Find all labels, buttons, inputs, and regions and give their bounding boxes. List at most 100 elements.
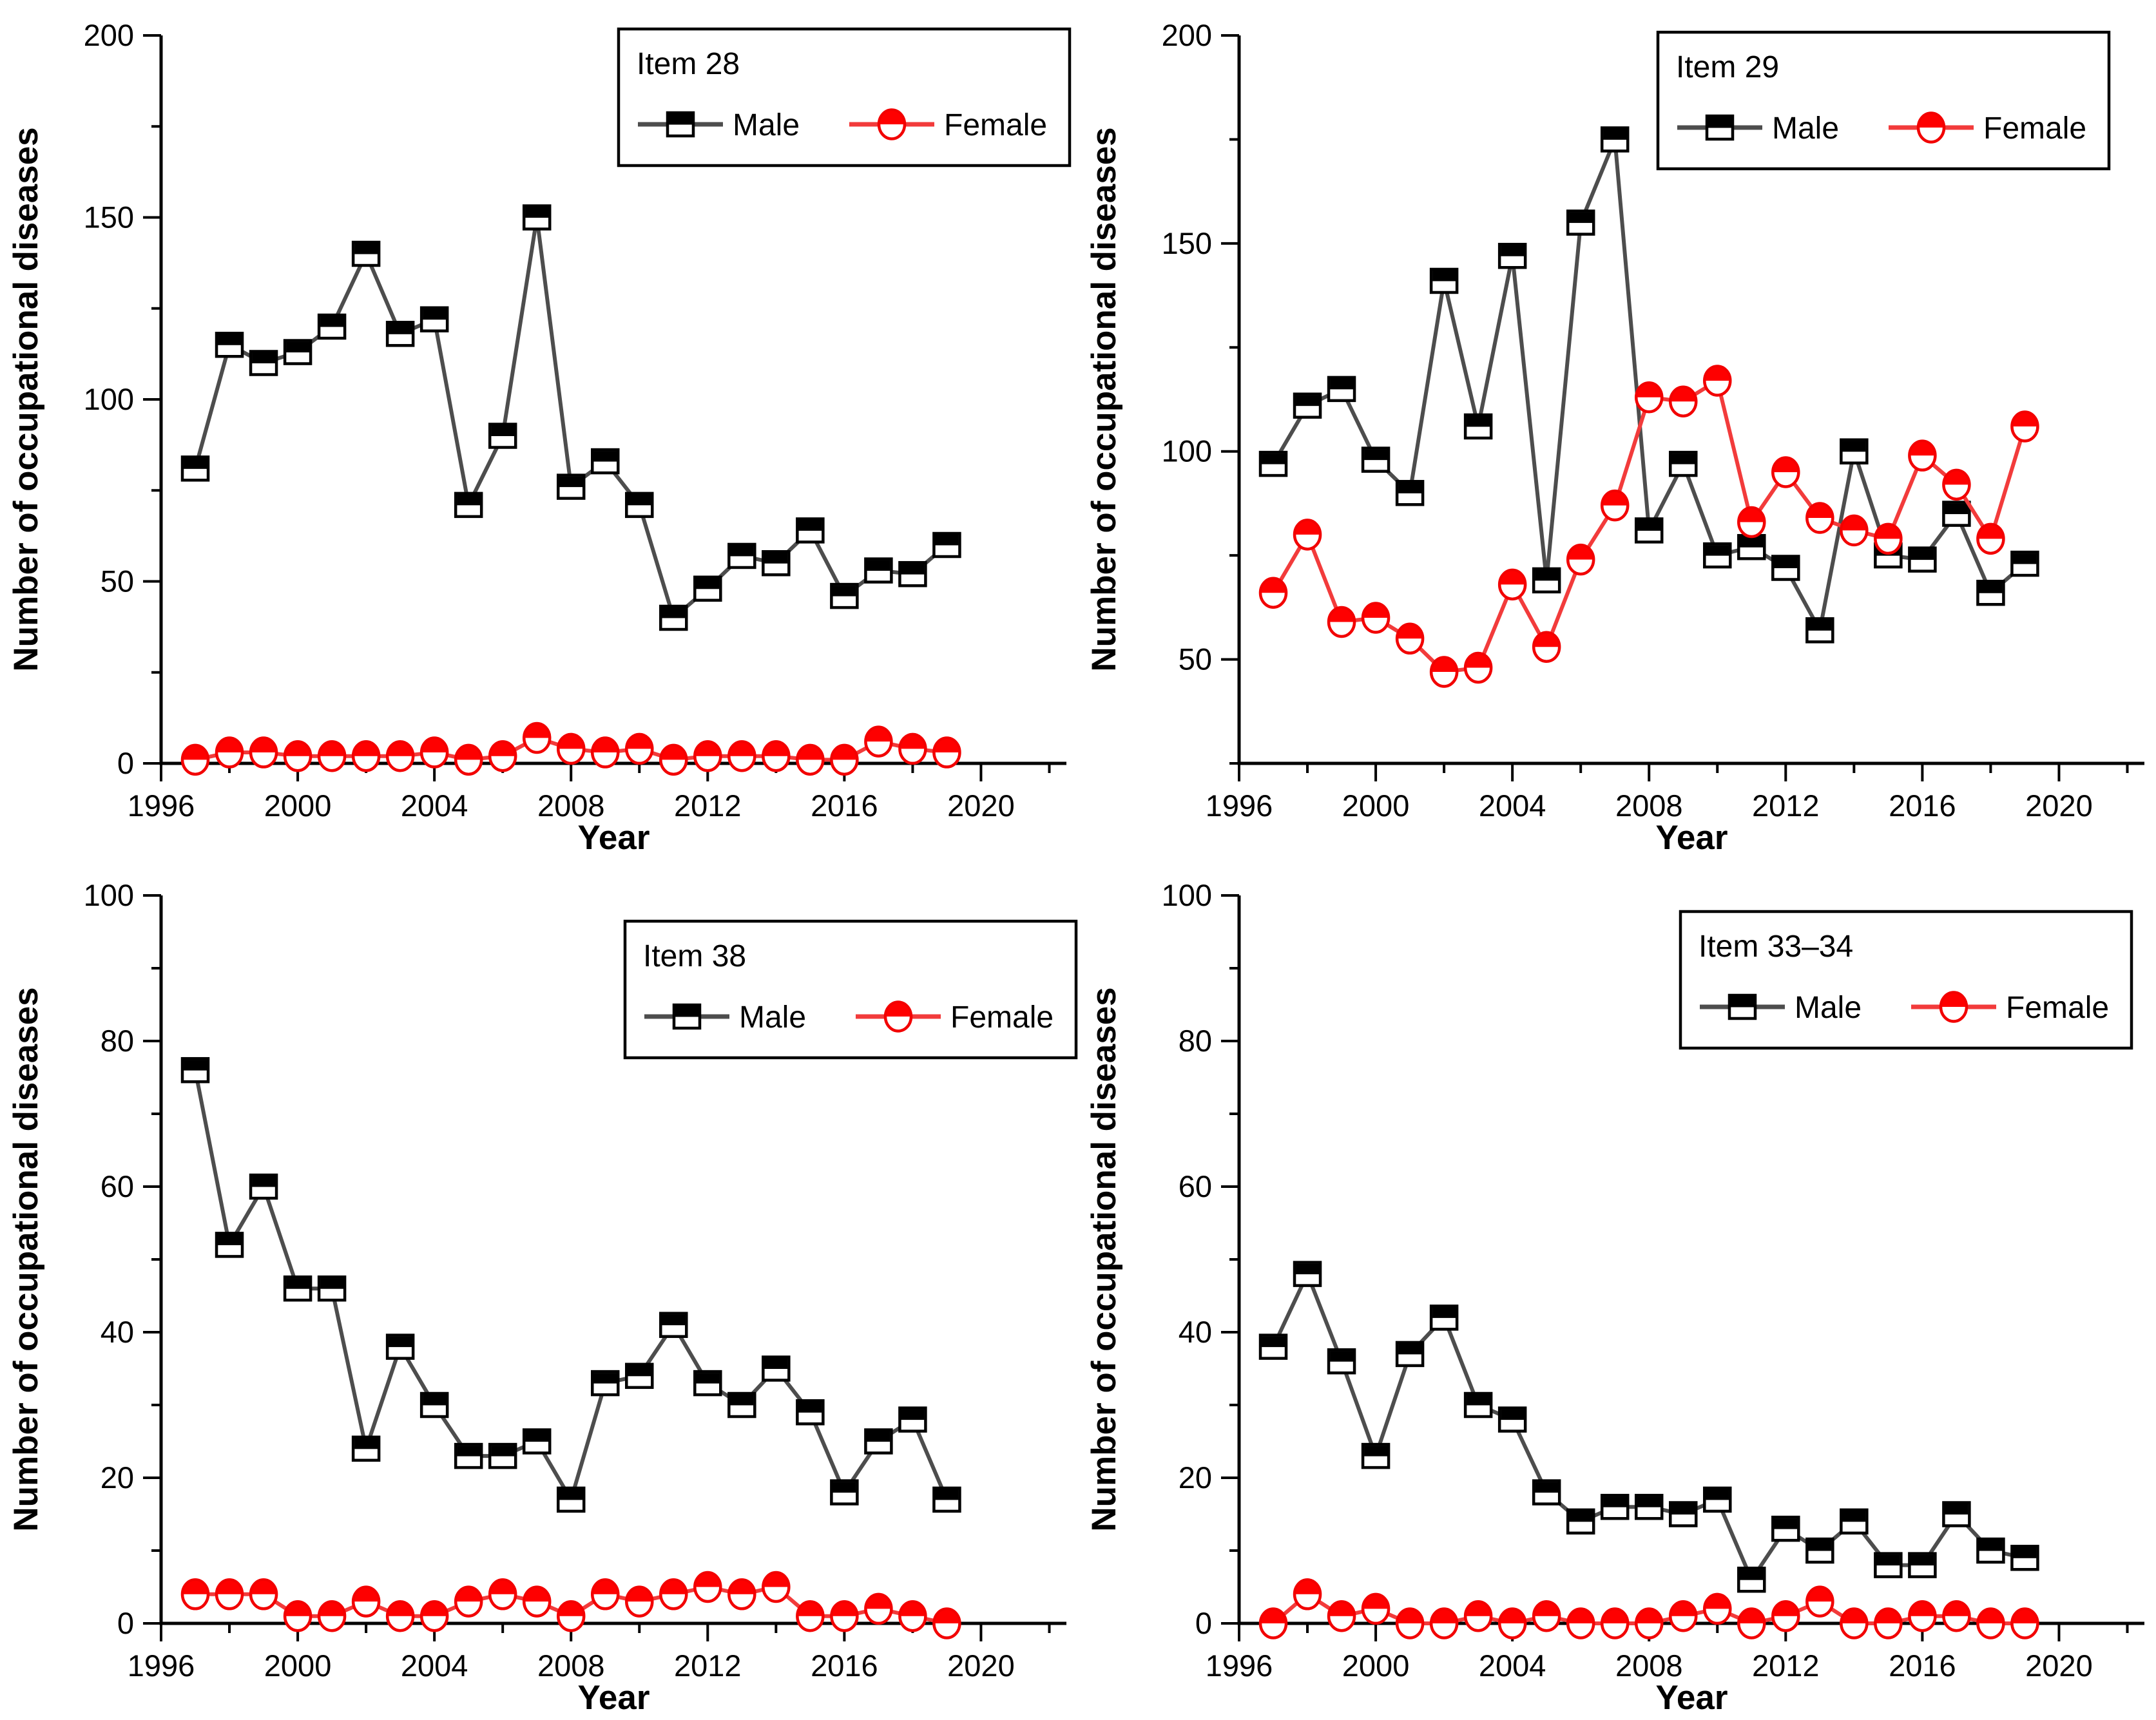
y-tick-label: 20	[101, 1460, 134, 1495]
female-marker-fill	[880, 111, 904, 124]
y-tick-label: 80	[101, 1024, 134, 1058]
x-tick-label: 2000	[1342, 1648, 1410, 1683]
female-marker-fill	[832, 1602, 856, 1616]
male-marker-fill	[184, 1060, 207, 1071]
chart-item-38: 0 20 40 60 80 100 1996 2000 2004 2008 2012 2016 2020…	[7, 878, 1078, 1717]
male-marker-fill	[696, 1373, 720, 1384]
y-tick-label: 100	[84, 382, 134, 416]
male-marker-fill	[1637, 520, 1661, 531]
y-tick-label: 200	[1162, 18, 1212, 52]
female-marker-fill	[1603, 1610, 1627, 1623]
male-marker-fill	[1467, 1395, 1490, 1406]
male-marker-fill	[593, 451, 617, 462]
male-marker-fill	[1262, 1336, 1285, 1348]
male-marker-fill	[218, 1234, 242, 1245]
male-marker-fill	[1364, 449, 1388, 461]
male-marker-fill	[184, 458, 207, 469]
series-female	[1258, 365, 2039, 688]
male-marker-fill	[1501, 245, 1525, 256]
male-marker-fill	[798, 520, 822, 531]
male-marker-fill	[798, 1402, 822, 1413]
female-marker-fill	[1978, 525, 2003, 539]
female-marker-fill	[456, 1588, 481, 1602]
legend-title: Item 29	[1676, 50, 1779, 84]
x-tick-label: 2016	[1889, 1648, 1956, 1683]
series-female	[1258, 1578, 2039, 1639]
male-marker-fill	[1569, 212, 1593, 224]
female-marker-fill	[1910, 442, 1934, 456]
chart-item-33-34: 0 20 40 60 80 100 1996 2000 2004 2008 2012 2016 2020…	[1085, 878, 2144, 1717]
female-marker-fill	[1466, 654, 1490, 668]
male-marker-fill	[286, 1278, 310, 1289]
x-axis-title: Year	[577, 1679, 650, 1717]
female-marker-fill	[388, 742, 412, 756]
x-tick-label: 2004	[1479, 788, 1546, 823]
female-marker-fill	[1568, 1610, 1593, 1623]
male-marker-fill	[1637, 1496, 1661, 1507]
male-marker-fill	[1671, 454, 1695, 464]
male-marker-fill	[1731, 997, 1754, 1008]
male-marker-fill	[559, 476, 583, 488]
male-marker-fill	[491, 1446, 515, 1457]
male-marker-fill	[423, 1395, 447, 1406]
x-tick-label: 2016	[811, 1648, 878, 1683]
x-tick-label: 2012	[1752, 788, 1820, 823]
female-marker-fill	[251, 739, 276, 753]
female-marker-fill	[1603, 492, 1627, 506]
female-marker-fill	[1568, 546, 1593, 560]
legend-box	[1679, 910, 2133, 1050]
male-marker-fill	[1535, 1482, 1559, 1493]
male-marker-fill	[218, 334, 242, 345]
female-marker-fill	[251, 1580, 276, 1594]
female-marker-fill	[1739, 1610, 1764, 1623]
female-marker-fill	[1363, 1595, 1388, 1609]
male-marker-fill	[1842, 441, 1866, 452]
male-marker-fill	[389, 323, 412, 334]
x-tick-label: 2000	[1342, 788, 1410, 823]
male-marker-fill	[320, 1278, 344, 1289]
x-tick-label: 2016	[811, 788, 878, 823]
male-marker-fill	[1467, 416, 1490, 427]
female-marker-fill	[764, 742, 788, 756]
female-marker-fill	[1910, 1602, 1934, 1616]
female-marker-fill	[1876, 525, 1900, 539]
y-tick-label: 80	[1179, 1024, 1212, 1058]
male-marker-fill	[628, 494, 651, 506]
male-marker-fill	[1603, 1496, 1627, 1507]
x-tick-label: 2020	[2025, 788, 2093, 823]
male-marker-fill	[1501, 1409, 1525, 1420]
legend: Item 28 Male Female	[617, 27, 1072, 167]
male-marker-fill	[457, 1446, 481, 1457]
x-tick-label: 1996	[1206, 1648, 1273, 1683]
female-marker-fill	[1773, 459, 1798, 472]
male-marker-fill	[1808, 1540, 1832, 1551]
x-tick-label: 2000	[264, 1648, 332, 1683]
male-marker-fill	[662, 1314, 686, 1326]
female-marker-fill	[1739, 508, 1764, 522]
male-marker-fill	[675, 1006, 698, 1017]
male-marker-fill	[1706, 1489, 1729, 1500]
female-marker-fill	[1534, 1602, 1559, 1616]
male-marker-fill	[1911, 549, 1934, 560]
female-marker-fill	[1671, 1602, 1695, 1616]
male-marker-fill	[935, 1489, 959, 1500]
male-marker-fill	[1330, 378, 1354, 390]
x-tick-label: 1996	[128, 788, 195, 823]
legend-title: Item 33–34	[1699, 930, 1853, 964]
male-marker-fill	[1740, 1569, 1764, 1580]
female-marker-fill	[1466, 1602, 1490, 1616]
legend-male-label: Male	[739, 1000, 806, 1035]
female-marker-fill	[1919, 114, 1943, 128]
female-marker-fill	[1295, 1580, 1320, 1594]
x-tick-label: 2008	[1615, 788, 1683, 823]
legend-male-label: Male	[733, 108, 800, 142]
female-marker-fill	[217, 739, 242, 753]
female-marker-fill	[422, 1602, 447, 1616]
x-tick-label: 1996	[128, 1648, 195, 1683]
female-marker-fill	[661, 746, 686, 760]
female-marker-fill	[1432, 1610, 1456, 1623]
y-tick-label: 60	[101, 1169, 134, 1203]
series-male	[180, 204, 961, 631]
female-marker-fill	[1944, 471, 1968, 485]
female-marker-fill	[1398, 1610, 1422, 1623]
